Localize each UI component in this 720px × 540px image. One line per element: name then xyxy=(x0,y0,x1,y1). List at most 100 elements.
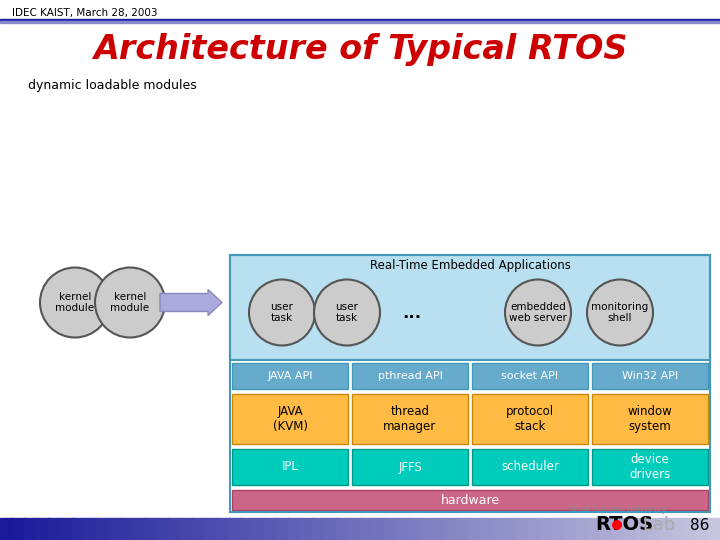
Text: Architecture of Typical RTOS: Architecture of Typical RTOS xyxy=(93,33,627,66)
Bar xyxy=(516,518,529,540)
Bar xyxy=(276,518,289,540)
Text: scheduler: scheduler xyxy=(501,461,559,474)
Text: JAVA API: JAVA API xyxy=(267,371,312,381)
Bar xyxy=(348,518,361,540)
Bar xyxy=(696,518,709,540)
Bar xyxy=(408,518,421,540)
Bar xyxy=(396,518,409,540)
Bar xyxy=(540,518,553,540)
Bar xyxy=(588,518,601,540)
Bar xyxy=(120,518,133,540)
Text: embedded
web server: embedded web server xyxy=(509,302,567,323)
Text: user
task: user task xyxy=(271,302,294,323)
FancyArrow shape xyxy=(160,289,222,315)
Bar xyxy=(552,518,565,540)
Text: IDEC KAIST, March 28, 2003: IDEC KAIST, March 28, 2003 xyxy=(12,8,158,18)
Bar xyxy=(352,394,468,444)
Bar xyxy=(192,518,205,540)
Text: user
task: user task xyxy=(336,302,359,323)
Bar xyxy=(132,518,145,540)
Bar xyxy=(384,518,397,540)
Bar xyxy=(684,518,697,540)
Circle shape xyxy=(612,520,622,530)
Bar xyxy=(592,449,708,485)
Bar xyxy=(528,518,541,540)
Bar xyxy=(232,394,348,444)
Bar xyxy=(624,518,637,540)
Text: hardware: hardware xyxy=(441,494,500,507)
Bar xyxy=(492,518,505,540)
Bar xyxy=(592,394,708,444)
Bar xyxy=(48,518,61,540)
Ellipse shape xyxy=(40,267,110,338)
Bar xyxy=(472,363,588,389)
Bar xyxy=(468,518,481,540)
Bar xyxy=(230,255,710,512)
Bar xyxy=(204,518,217,540)
Text: Lab: Lab xyxy=(637,516,675,534)
Text: pthread API: pthread API xyxy=(377,371,442,381)
Text: RTOS: RTOS xyxy=(595,516,653,535)
Text: Seoul National University: Seoul National University xyxy=(570,505,667,515)
Bar xyxy=(156,518,169,540)
Bar xyxy=(324,518,337,540)
Bar xyxy=(24,518,37,540)
Bar xyxy=(480,518,493,540)
Bar xyxy=(456,518,469,540)
Bar xyxy=(612,518,625,540)
Bar xyxy=(444,518,457,540)
Text: 86: 86 xyxy=(690,517,710,532)
Text: thread
manager: thread manager xyxy=(383,405,436,433)
Bar xyxy=(108,518,121,540)
Text: IPL: IPL xyxy=(282,461,298,474)
Bar xyxy=(432,518,445,540)
Bar xyxy=(0,19,720,21)
Bar xyxy=(12,518,25,540)
Bar xyxy=(240,518,253,540)
Bar xyxy=(592,363,708,389)
Ellipse shape xyxy=(505,280,571,346)
Text: kernel
module: kernel module xyxy=(110,292,150,313)
Ellipse shape xyxy=(249,280,315,346)
Bar xyxy=(168,518,181,540)
Text: dynamic loadable modules: dynamic loadable modules xyxy=(28,78,197,91)
Bar xyxy=(288,518,301,540)
Bar xyxy=(372,518,385,540)
Bar xyxy=(60,518,73,540)
Text: protocol
stack: protocol stack xyxy=(506,405,554,433)
Bar xyxy=(672,518,685,540)
Bar xyxy=(72,518,85,540)
Bar xyxy=(96,518,109,540)
Text: JAVA
(KVM): JAVA (KVM) xyxy=(272,405,307,433)
Bar xyxy=(636,518,649,540)
Text: device
drivers: device drivers xyxy=(629,453,670,481)
Bar xyxy=(264,518,277,540)
Bar xyxy=(36,518,49,540)
Bar xyxy=(564,518,577,540)
Bar xyxy=(360,518,373,540)
Text: window
system: window system xyxy=(628,405,672,433)
Bar xyxy=(180,518,193,540)
Text: Real-Time Embedded Applications: Real-Time Embedded Applications xyxy=(369,259,570,272)
Bar xyxy=(352,449,468,485)
Bar xyxy=(232,363,348,389)
Text: monitoring
shell: monitoring shell xyxy=(591,302,649,323)
Text: JFFS: JFFS xyxy=(398,461,422,474)
Ellipse shape xyxy=(587,280,653,346)
Bar xyxy=(708,518,720,540)
Bar xyxy=(600,518,613,540)
Bar xyxy=(232,490,708,510)
Text: socket API: socket API xyxy=(501,371,559,381)
Bar xyxy=(336,518,349,540)
Bar xyxy=(660,518,673,540)
Bar xyxy=(232,449,348,485)
Bar xyxy=(472,449,588,485)
Bar xyxy=(576,518,589,540)
Bar xyxy=(648,518,661,540)
Bar xyxy=(472,394,588,444)
Text: Win32 API: Win32 API xyxy=(622,371,678,381)
Bar xyxy=(84,518,97,540)
Ellipse shape xyxy=(95,267,165,338)
Bar xyxy=(312,518,325,540)
Bar xyxy=(0,518,13,540)
